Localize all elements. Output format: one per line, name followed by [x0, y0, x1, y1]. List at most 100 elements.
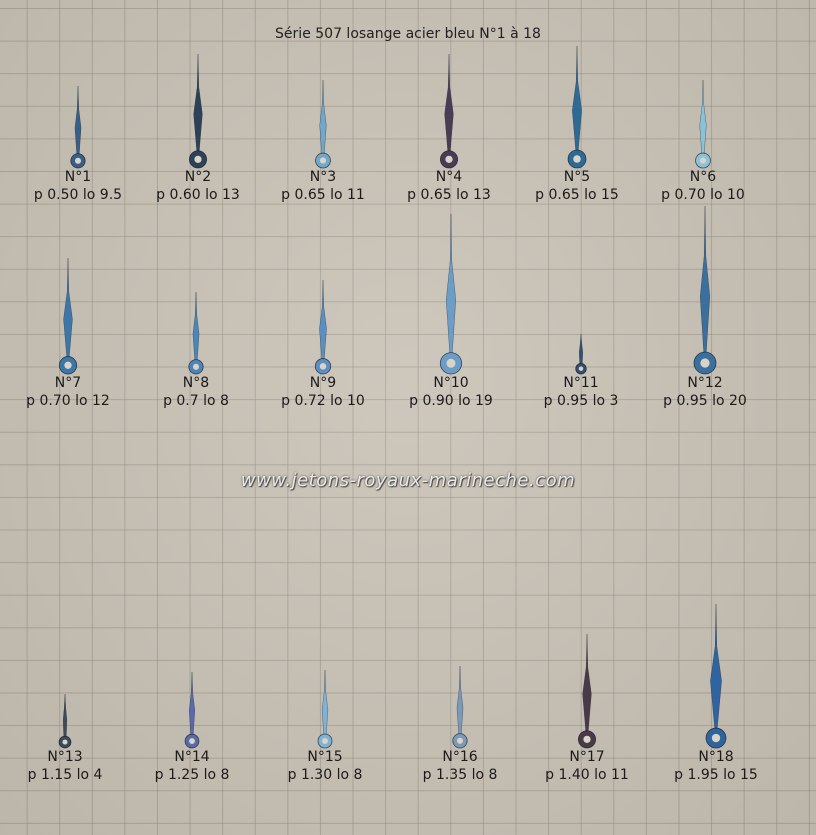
hand-number: N°11: [563, 375, 599, 391]
hand-blade: [321, 669, 329, 736]
hand-blade: [699, 205, 711, 354]
hand-spec: p 1.95 lo 15: [674, 767, 758, 783]
hand-spec: p 1.35 lo 8: [422, 767, 498, 783]
watch-hand-image: [439, 213, 463, 375]
hand-spec: p 0.70 lo 12: [26, 393, 110, 409]
collet-hole: [456, 737, 464, 744]
watch-hand-image: [188, 53, 208, 169]
collet-hole: [583, 735, 591, 743]
watch-hand-image: [70, 85, 86, 169]
hand-blade: [444, 53, 454, 152]
hand-number: N°7: [54, 375, 82, 391]
collet-hole: [699, 157, 707, 164]
collet-hole: [74, 157, 82, 164]
hand-number: N°1: [64, 169, 92, 185]
hand-blade: [319, 79, 327, 155]
hand-item: N°14 p 1.25 lo 8: [122, 671, 262, 784]
hand-spec: p 0.70 lo 10: [661, 187, 745, 203]
hand-spec: p 1.40 lo 11: [545, 767, 629, 783]
hand-number: N°2: [184, 169, 212, 185]
collet-hole: [194, 155, 202, 163]
collet-hole: [192, 363, 200, 370]
hand-item: N°11 p 0.95 lo 3: [511, 333, 651, 410]
hand-spec: p 0.90 lo 19: [409, 393, 493, 409]
hand-blade: [572, 45, 582, 152]
watch-hand-image: [695, 79, 711, 169]
hand-item: N°4 p 0.65 lo 13: [379, 53, 519, 204]
collet-hole: [319, 157, 327, 164]
collet-hole: [445, 155, 453, 163]
hand-spec: p 0.65 lo 13: [407, 187, 491, 203]
hand-spec: p 0.72 lo 10: [281, 393, 365, 409]
hand-item: N°5 p 0.65 lo 15: [507, 45, 647, 204]
watch-hand-image: [577, 633, 597, 749]
hand-blade: [710, 603, 722, 730]
hand-number: N°8: [182, 375, 210, 391]
hand-blade: [578, 333, 584, 365]
hand-item: N°13 p 1.15 lo 4: [0, 693, 135, 784]
hand-spec: p 0.50 lo 9.5: [33, 187, 123, 203]
hand-blade: [74, 85, 82, 155]
hand-number: N°5: [563, 169, 591, 185]
hand-item: N°1 p 0.50 lo 9.5: [8, 85, 148, 204]
watch-hand-image: [315, 79, 331, 169]
collet-hole: [62, 739, 68, 745]
hand-item: N°9 p 0.72 lo 10: [253, 279, 393, 410]
watch-hand-image: [317, 669, 333, 749]
hand-number: N°4: [435, 169, 463, 185]
hand-number: N°16: [442, 749, 478, 765]
hand-number: N°9: [309, 375, 337, 391]
hand-item: N°8 p 0.7 lo 8: [126, 291, 266, 410]
collet-hole: [64, 361, 72, 369]
watch-hand-image: [575, 333, 587, 375]
hand-number: N°14: [174, 749, 210, 765]
collet-hole: [578, 366, 584, 371]
collet-hole: [319, 363, 327, 370]
hand-number: N°6: [689, 169, 717, 185]
collet-hole: [711, 733, 721, 743]
collet-hole: [446, 358, 456, 368]
watch-hand-image: [693, 205, 717, 375]
hand-blade: [63, 257, 73, 358]
hand-spec: p 0.60 lo 13: [156, 187, 240, 203]
watch-hand-image: [58, 257, 78, 375]
watch-hand-image: [184, 671, 200, 749]
hand-spec: p 1.30 lo 8: [287, 767, 363, 783]
hand-blade: [456, 665, 464, 735]
hand-item: N°17 p 1.40 lo 11: [517, 633, 657, 784]
hand-spec: p 1.15 lo 4: [27, 767, 103, 783]
hand-spec: p 0.65 lo 11: [281, 187, 365, 203]
watch-hand-image: [439, 53, 459, 169]
collet-hole: [573, 155, 581, 163]
hand-spec: p 0.7 lo 8: [163, 393, 229, 409]
hand-item: N°12 p 0.95 lo 20: [635, 205, 775, 410]
hand-blade: [319, 279, 327, 360]
hand-item: N°15 p 1.30 lo 8: [255, 669, 395, 784]
hand-spec: p 1.25 lo 8: [154, 767, 230, 783]
hand-number: N°18: [698, 749, 734, 765]
watch-hand-image: [705, 603, 727, 749]
hand-number: N°15: [307, 749, 343, 765]
page-title: Série 507 losange acier bleu N°1 à 18: [275, 26, 541, 42]
hand-item: N°10 p 0.90 lo 19: [381, 213, 521, 410]
watch-hand-image: [567, 45, 587, 169]
collet-hole: [189, 738, 195, 744]
hand-spec: p 0.95 lo 20: [663, 393, 747, 409]
hand-number: N°17: [569, 749, 605, 765]
hand-number: N°12: [687, 375, 723, 391]
hand-blade: [193, 53, 203, 152]
watch-hand-image: [58, 693, 72, 749]
watch-hand-image: [314, 279, 332, 375]
collet-hole: [700, 358, 710, 368]
hand-blade: [192, 291, 200, 361]
hand-spec: p 0.95 lo 3: [543, 393, 619, 409]
hand-blade: [699, 79, 707, 155]
watch-hand-image: [188, 291, 204, 375]
watch-hand-image: [452, 665, 468, 749]
hand-blade: [188, 671, 196, 736]
hand-item: N°3 p 0.65 lo 11: [253, 79, 393, 204]
hand-item: N°2 p 0.60 lo 13: [128, 53, 268, 204]
hand-spec: p 0.65 lo 15: [535, 187, 619, 203]
hand-item: N°18 p 1.95 lo 15: [646, 603, 786, 784]
hand-blade: [582, 633, 592, 732]
